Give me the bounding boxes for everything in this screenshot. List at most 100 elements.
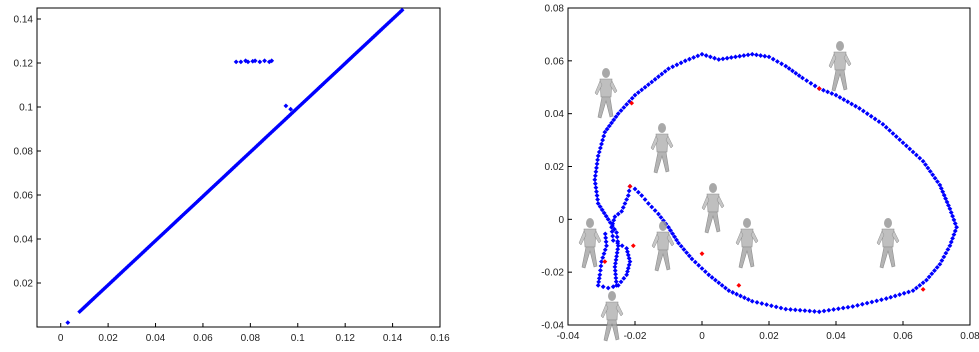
data-point xyxy=(228,167,234,173)
trajectory-point xyxy=(613,260,618,266)
trajectory-point xyxy=(859,301,865,307)
pose-figure-image xyxy=(594,68,618,119)
data-point xyxy=(145,245,151,250)
trajectory-point xyxy=(947,206,953,212)
trajectory-point xyxy=(812,309,817,314)
trajectory-point xyxy=(914,285,919,291)
trajectory-point xyxy=(943,196,948,201)
trajectory-point xyxy=(656,211,661,217)
data-point xyxy=(192,201,197,207)
trajectory-point xyxy=(868,113,874,119)
data-point xyxy=(101,286,107,292)
trajectory-point xyxy=(674,237,679,243)
keyframe-point xyxy=(627,183,633,189)
trajectory-point xyxy=(749,51,755,57)
trajectory-point xyxy=(603,213,609,219)
data-point xyxy=(387,19,393,24)
x-tick-label: 0 xyxy=(58,333,64,344)
x-tick-label: 0.04 xyxy=(146,333,166,344)
trajectory-point xyxy=(901,290,907,296)
trajectory-point xyxy=(833,92,839,98)
trajectory-point xyxy=(821,87,826,93)
data-point xyxy=(252,58,258,64)
data-point xyxy=(284,115,290,120)
pose-figure-image xyxy=(735,218,759,269)
trajectory-point xyxy=(632,186,638,192)
trajectory-point xyxy=(682,58,688,64)
trajectory-point xyxy=(618,279,624,285)
trajectory-point xyxy=(649,204,655,210)
trajectory-point xyxy=(774,59,780,64)
trajectory-point xyxy=(612,268,618,273)
trajectory-point xyxy=(860,108,866,114)
trajectory-point xyxy=(837,94,843,100)
data-point xyxy=(288,111,294,117)
trajectory-point xyxy=(632,92,638,98)
data-point xyxy=(294,105,300,111)
trajectory-point xyxy=(695,53,701,59)
plot-frame xyxy=(36,7,441,328)
data-point xyxy=(65,320,71,325)
trajectory-point xyxy=(944,199,950,205)
trajectory-point xyxy=(897,292,903,298)
data-point xyxy=(269,58,275,64)
data-point xyxy=(337,66,343,71)
data-point xyxy=(283,103,289,109)
trajectory-point xyxy=(935,179,940,184)
trajectory-point xyxy=(947,243,953,249)
data-point xyxy=(167,224,173,230)
trajectory-point xyxy=(943,250,949,256)
trajectory-point xyxy=(940,189,946,195)
trajectory-point xyxy=(930,172,936,178)
trajectory-point xyxy=(626,262,632,268)
trajectory-point xyxy=(606,123,612,129)
trajectory-point xyxy=(954,224,959,230)
trajectory-point xyxy=(646,82,651,88)
trajectory-point xyxy=(603,239,609,245)
x-tick-label: 0 xyxy=(699,331,705,342)
x-tick-label: -0.02 xyxy=(624,331,647,342)
data-point xyxy=(292,107,298,113)
trajectory-point xyxy=(625,249,630,255)
trajectory-point xyxy=(619,209,624,214)
data-point xyxy=(250,147,256,152)
data-point xyxy=(157,233,163,239)
trajectory-point xyxy=(625,193,631,198)
trajectory-point xyxy=(597,204,603,210)
trajectory-point xyxy=(723,285,728,291)
trajectory-point xyxy=(674,62,680,68)
trajectory-point xyxy=(831,307,837,312)
data-point xyxy=(288,106,294,112)
trajectory-point xyxy=(726,288,732,294)
trajectory-point xyxy=(749,298,755,304)
trajectory-point xyxy=(684,250,689,256)
x-tick-label: 0.06 xyxy=(193,333,213,344)
trajectory-point xyxy=(734,291,740,297)
data-point xyxy=(119,269,125,275)
data-point xyxy=(212,182,218,188)
trajectory-point xyxy=(625,269,630,274)
keyframe-point xyxy=(736,282,742,288)
data-point xyxy=(186,207,191,213)
trajectory-point xyxy=(952,221,958,226)
trajectory-point xyxy=(754,299,760,305)
trajectory-point xyxy=(932,175,938,181)
trajectory-point xyxy=(906,289,911,295)
trajectory-point xyxy=(790,68,795,74)
trajectory-point xyxy=(864,111,870,117)
trajectory-point xyxy=(719,282,725,288)
trajectory-point xyxy=(609,120,614,126)
trajectory-point xyxy=(869,299,875,305)
y-tick-label: 0.08 xyxy=(14,147,34,158)
trajectory-point xyxy=(845,99,851,105)
x-tick-label: 0.12 xyxy=(335,333,355,344)
trajectory-point xyxy=(951,217,957,223)
pose-figure-image xyxy=(600,291,624,342)
trajectory-point xyxy=(703,53,709,58)
data-point xyxy=(395,11,401,17)
trajectory-point xyxy=(816,309,822,315)
x-tick-label: 0.02 xyxy=(98,333,118,344)
trajectory-point xyxy=(888,294,894,300)
trajectory-point xyxy=(923,162,928,168)
trajectory-point xyxy=(605,285,611,291)
